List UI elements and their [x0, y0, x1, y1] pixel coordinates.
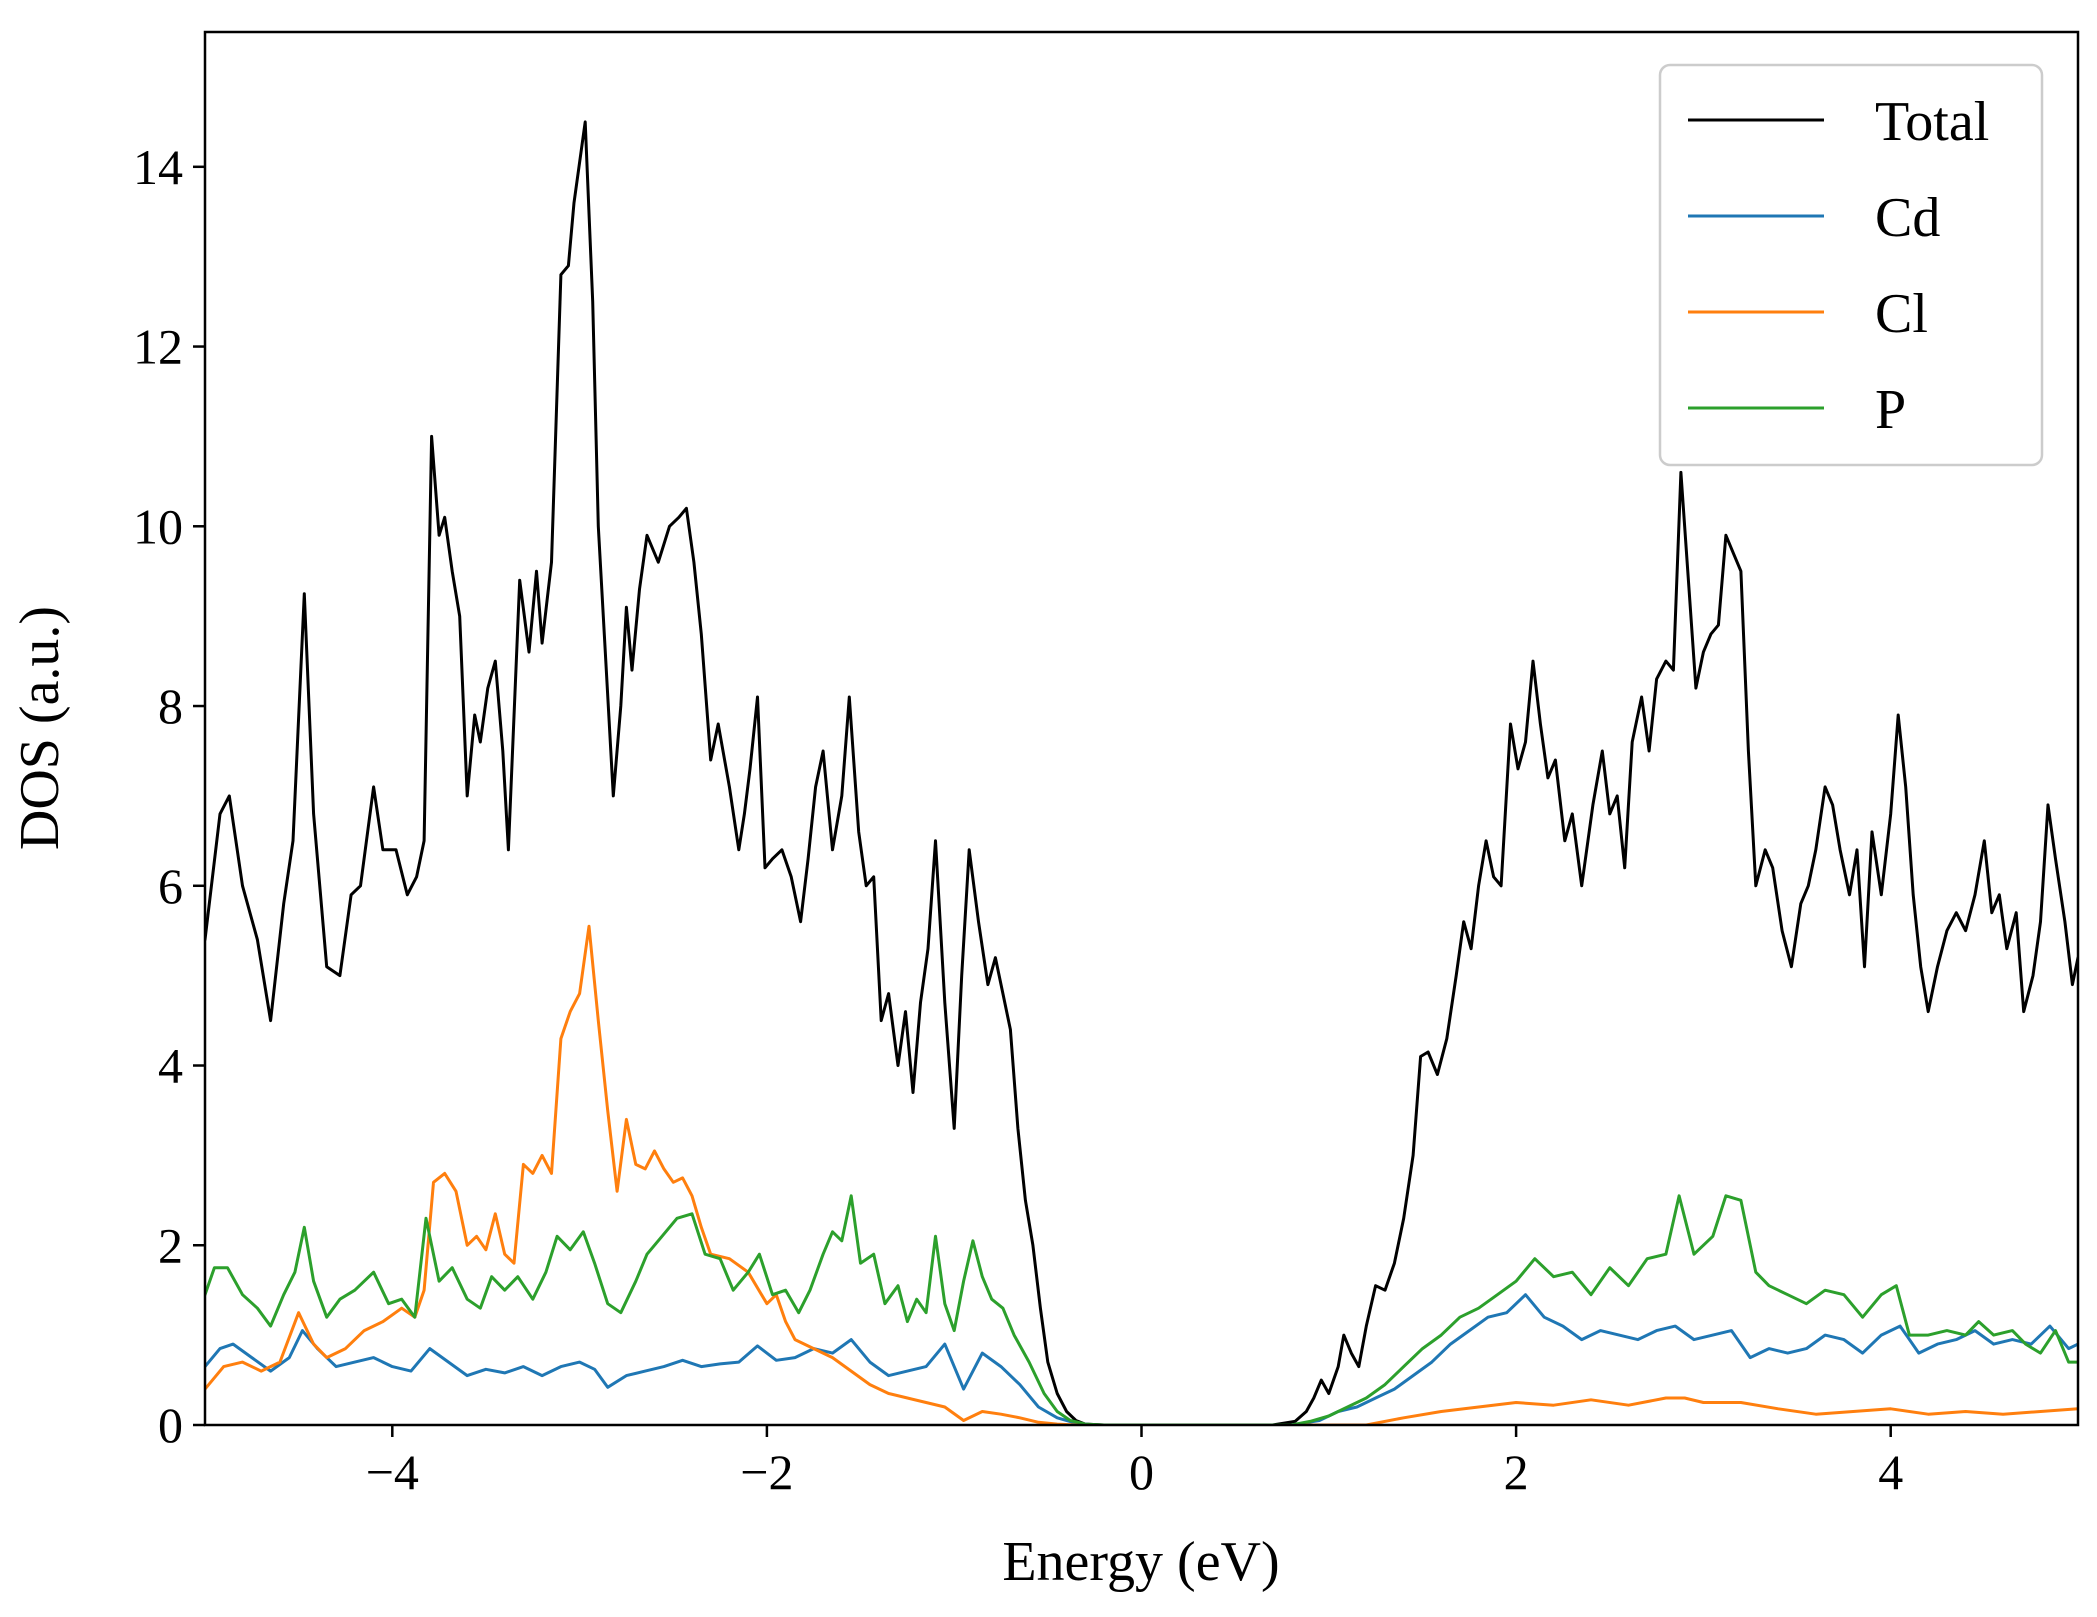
x-tick-label: 4	[1878, 1444, 1903, 1500]
x-tick-label: −2	[740, 1444, 793, 1500]
x-tick-label: −4	[366, 1444, 419, 1500]
y-tick-label: 14	[133, 139, 183, 195]
y-axis: 0 2 4 6 8 10 12 14	[133, 139, 205, 1453]
legend-box	[1658, 63, 2044, 467]
y-tick-label: 0	[158, 1397, 183, 1453]
legend: Total Cd Cl P	[1658, 63, 2044, 467]
y-tick-label: 10	[133, 498, 183, 554]
legend-label-cd: Cd	[1875, 187, 1940, 249]
y-tick-label: 4	[158, 1038, 183, 1094]
y-tick-label: 12	[133, 319, 183, 375]
x-tick-label: 0	[1129, 1444, 1154, 1500]
series-line-cl	[205, 924, 2078, 1425]
legend-label-p: P	[1875, 379, 1906, 441]
series-layer	[205, 120, 2078, 1425]
y-tick-label: 8	[158, 678, 183, 734]
series-line-total	[205, 120, 2078, 1425]
legend-label-cl: Cl	[1875, 283, 1928, 345]
series-line-cd	[205, 1293, 2078, 1425]
y-tick-label: 2	[158, 1217, 183, 1273]
x-tick-label: 2	[1504, 1444, 1529, 1500]
y-axis-label: DOS (a.u.)	[9, 606, 71, 850]
legend-label-total: Total	[1875, 91, 1989, 153]
x-axis-label: Energy (eV)	[1002, 1531, 1279, 1593]
series-line-p	[205, 1194, 2078, 1425]
x-axis: −4 −2 0 2 4	[366, 1425, 1903, 1500]
y-tick-label: 6	[158, 858, 183, 914]
